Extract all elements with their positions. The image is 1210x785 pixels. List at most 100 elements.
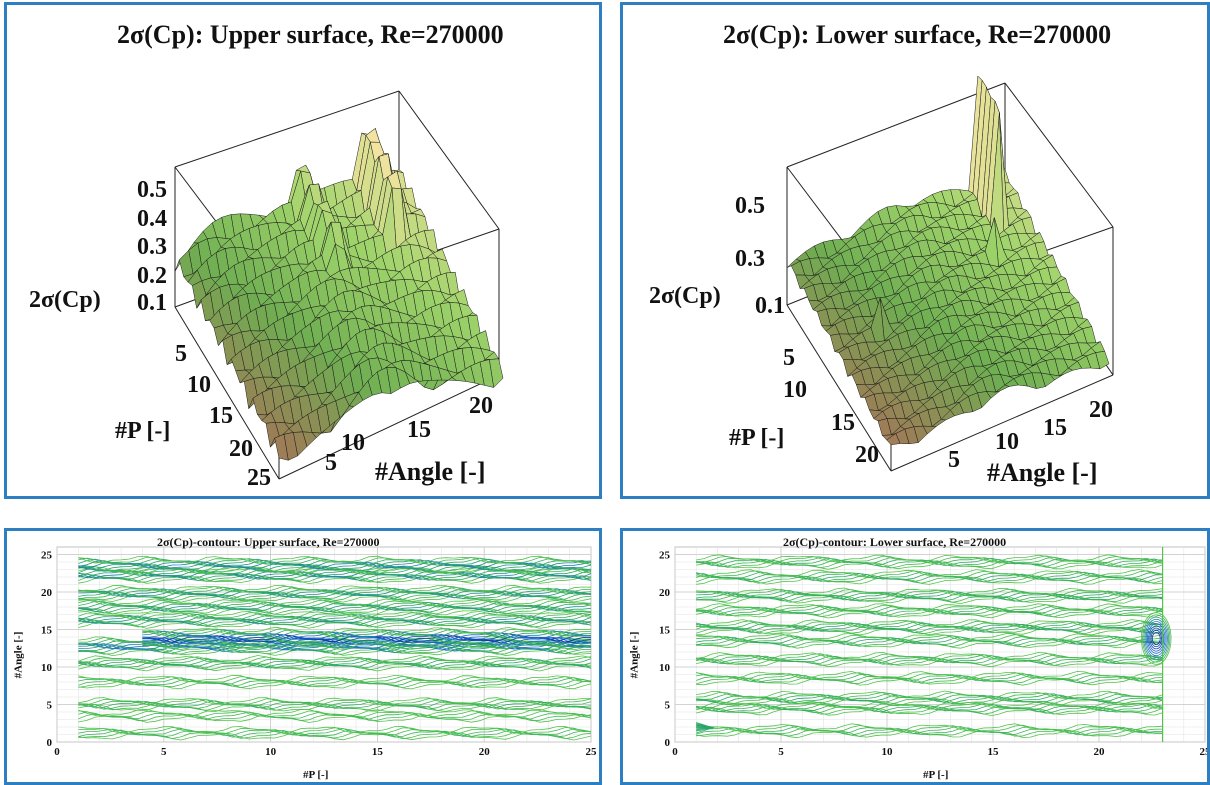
y-tick-label: 25 xyxy=(41,550,53,562)
contour-line xyxy=(142,629,592,638)
y-tick: 10 xyxy=(995,429,1019,455)
y-axis-label: #Angle [-] xyxy=(987,458,1098,487)
contour-line xyxy=(78,658,592,667)
contour-line xyxy=(1151,632,1161,645)
x-axis-label: #P [-] xyxy=(729,425,785,451)
y-axis-label: #Angle [-] xyxy=(12,631,25,679)
contour-line xyxy=(78,725,592,734)
contour-line xyxy=(78,646,592,655)
lower-surface-contour-panel: 0 5 10 15 20 25 0 5 10 15 20 25 2σ(Cp)-contour: Low… xyxy=(620,528,1210,785)
y-tick: 5 xyxy=(325,450,337,476)
contour-line xyxy=(78,697,591,706)
y-tick-label: 5 xyxy=(665,700,671,712)
upper-surface-contour-panel: 0 5 10 15 20 25 0 5 10 15 20 25 2σ(Cp)-contour: Upp… xyxy=(4,528,602,785)
contour-line xyxy=(696,698,1163,707)
surface-plot-lower xyxy=(786,75,1114,472)
x-tick-label: 15 xyxy=(372,746,384,758)
contour-line xyxy=(696,603,1163,612)
y-tick-label: 10 xyxy=(659,662,671,674)
contour-line xyxy=(696,723,714,729)
box-edge xyxy=(278,374,500,480)
y-tick: 20 xyxy=(1089,397,1113,423)
y-tick: 20 xyxy=(469,393,493,419)
contour-line xyxy=(78,587,592,596)
y-tick: 5 xyxy=(948,447,960,473)
x-tick: 20 xyxy=(855,442,879,468)
contour-line xyxy=(78,598,592,607)
contour-line xyxy=(78,570,592,579)
contour-line xyxy=(1143,616,1170,661)
contour-line xyxy=(696,634,1163,643)
contour-line xyxy=(696,610,1163,619)
box-edge xyxy=(890,374,1114,472)
x-tick-label: 10 xyxy=(882,746,894,758)
contour-line xyxy=(1148,625,1165,652)
contour-line xyxy=(696,627,1163,636)
x-tick: 5 xyxy=(783,345,795,371)
contour-line xyxy=(696,589,1163,599)
contour-line xyxy=(696,724,1163,733)
contour-line xyxy=(78,601,592,610)
y-tick-label: 20 xyxy=(41,587,53,599)
box-edge xyxy=(398,90,500,230)
box-edge xyxy=(174,90,400,168)
x-tick: 20 xyxy=(229,436,253,462)
contour-line xyxy=(78,606,592,615)
x-tick-label: 0 xyxy=(672,746,678,758)
box-edge xyxy=(786,82,1006,168)
contour-line xyxy=(696,624,1163,634)
z-tick: 0.5 xyxy=(137,177,167,203)
contour-line xyxy=(142,636,592,645)
contour-line xyxy=(696,700,1163,709)
box-edge xyxy=(1004,82,1114,228)
y-tick: 15 xyxy=(407,417,431,443)
contour-line xyxy=(1147,623,1166,654)
contour-line xyxy=(78,657,592,666)
y-tick-label: 0 xyxy=(665,737,671,749)
x-tick-label: 20 xyxy=(1094,746,1106,758)
contour-line xyxy=(696,728,1163,737)
contour-line xyxy=(78,556,592,565)
contour-line xyxy=(1150,629,1162,648)
z-tick: 0.1 xyxy=(137,290,167,316)
contour-plot-upper: 0 5 10 15 20 25 0 5 10 15 20 25 xyxy=(41,546,598,758)
contour-line xyxy=(78,565,592,574)
x-tick-label: 25 xyxy=(1200,746,1208,758)
contour-line xyxy=(696,651,1163,661)
contour-line xyxy=(696,655,1163,664)
contour-line xyxy=(78,699,592,708)
surface-cell xyxy=(886,433,901,446)
contour-line xyxy=(696,604,1163,613)
x-tick: 25 xyxy=(247,465,271,491)
contour-line xyxy=(1142,614,1171,663)
y-tick-label: 20 xyxy=(659,587,671,599)
contour-line xyxy=(1144,618,1168,659)
z-tick: 0.2 xyxy=(137,263,167,289)
contour-line xyxy=(78,656,592,665)
contour-line xyxy=(696,727,1163,736)
contour-line xyxy=(696,554,1163,563)
chart-title: 2σ(Cp): Lower surface, Re=270000 xyxy=(723,20,1112,49)
x-tick-label: 0 xyxy=(54,746,60,758)
contour-line xyxy=(696,723,1163,732)
contour-line xyxy=(78,732,592,741)
x-tick-label: 5 xyxy=(778,746,784,758)
surface-cell xyxy=(274,433,289,461)
contour-line xyxy=(696,694,1163,703)
contour-line xyxy=(78,586,592,595)
contour-line xyxy=(78,637,592,646)
contour-line xyxy=(78,569,592,578)
contour-line xyxy=(78,701,592,710)
x-tick: 10 xyxy=(783,377,807,403)
contour-line xyxy=(696,587,1163,596)
contour-line xyxy=(78,604,592,613)
contour-line xyxy=(1141,612,1172,665)
contour-line xyxy=(78,659,592,668)
chart-title: 2σ(Cp)-contour: Lower surface, Re=270000 xyxy=(783,535,1007,549)
contour-line xyxy=(142,631,592,640)
contour-line xyxy=(696,571,1163,580)
contour-line xyxy=(696,637,1163,647)
box-edge xyxy=(786,304,892,472)
x-tick-label: 25 xyxy=(586,746,598,758)
z-tick: 0.3 xyxy=(137,234,167,260)
